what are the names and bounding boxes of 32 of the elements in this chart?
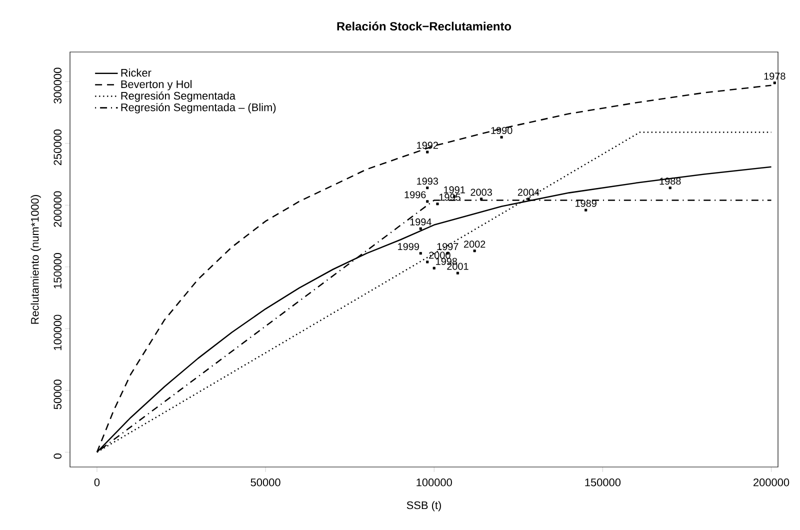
annotation: 1993 <box>417 178 438 185</box>
legend-label: Regresión Segmentada – (Blim) <box>121 103 276 114</box>
chart-title: Relación Stock−Reclutamiento <box>337 22 512 31</box>
annotation: 2004 <box>518 188 540 196</box>
annotation: 1992 <box>417 142 438 149</box>
annotation: 1994 <box>410 218 432 226</box>
annotation: 1999 <box>398 243 419 250</box>
y-axis-title: Reclutamiento (num*1000) <box>30 195 41 324</box>
annotation: 2001 <box>447 262 468 270</box>
y-tick-label: 50000 <box>54 380 62 410</box>
annotation: 2003 <box>470 188 492 196</box>
x-tick-label: 200000 <box>754 478 790 486</box>
x-tick-label: 150000 <box>585 478 621 486</box>
y-tick-label: 300000 <box>54 68 62 104</box>
y-tick-label: 0 <box>54 454 62 459</box>
annotation: 2002 <box>464 240 486 248</box>
annotation: 1997 <box>437 243 458 250</box>
legend-label: Ricker <box>121 68 152 77</box>
x-tick-label: 100000 <box>416 478 452 486</box>
x-tick-label: 0 <box>94 478 100 486</box>
y-tick-label: 250000 <box>54 130 62 166</box>
annotation: 1996 <box>404 191 426 198</box>
y-tick-label: 100000 <box>54 314 62 350</box>
annotation: 1990 <box>491 126 512 134</box>
legend-label: Beverton y Hol <box>121 80 192 90</box>
annotation: 1998 <box>436 258 458 265</box>
y-tick-label: 200000 <box>54 191 62 227</box>
annotation: 1991 <box>444 186 465 194</box>
y-tick-label: 150000 <box>54 253 62 288</box>
legend-label: Regresión Segmentada <box>121 91 236 102</box>
x-tick-label: 50000 <box>250 478 280 486</box>
x-axis-title: SSB (t) <box>406 501 441 512</box>
